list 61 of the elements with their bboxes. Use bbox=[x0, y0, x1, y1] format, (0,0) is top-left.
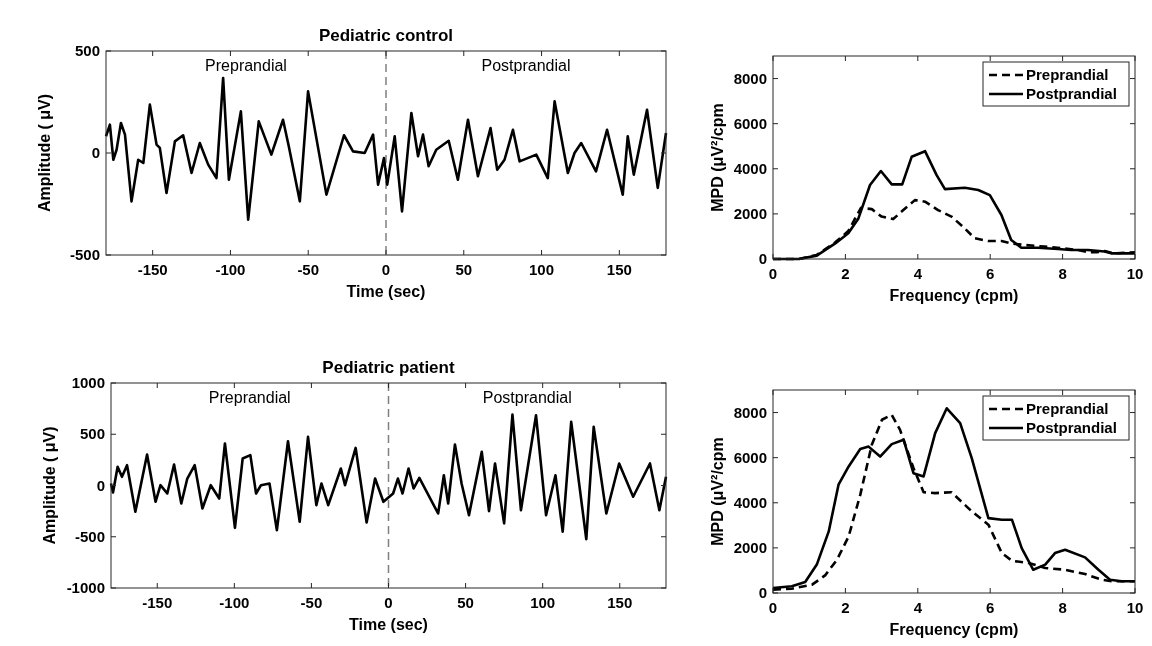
x-tick-label: 6 bbox=[986, 599, 995, 616]
x-axis-title: Time (sec) bbox=[349, 616, 428, 633]
x-axis-title: Frequency (cpm) bbox=[889, 621, 1019, 638]
annotation: Postprandial bbox=[482, 389, 572, 406]
y-tick-label: 1000 bbox=[71, 374, 105, 391]
y-axis-title: Amplitude ( μV) bbox=[36, 93, 53, 213]
legend-label: Preprandial bbox=[1026, 400, 1109, 417]
y-tick-label: 6000 bbox=[733, 114, 767, 132]
y-axis-title: MPD (μV²/cpm bbox=[709, 437, 726, 546]
x-tick-label: 6 bbox=[986, 265, 995, 282]
legend-label: Postprandial bbox=[1026, 85, 1117, 102]
y-axis-title: MPD (μV²/cpm bbox=[709, 103, 726, 212]
chart-title: Pediatric control bbox=[318, 26, 454, 45]
y-tick-label: -500 bbox=[74, 527, 105, 545]
y-tick-label: 8000 bbox=[733, 69, 767, 87]
legend-label: Postprandial bbox=[1026, 419, 1117, 436]
x-tick-label: 100 bbox=[530, 594, 556, 611]
y-tick-label: 500 bbox=[79, 425, 105, 443]
x-tick-label: 10 bbox=[1126, 599, 1144, 616]
y-tick-label: 4000 bbox=[733, 493, 767, 511]
y-tick-label: 6000 bbox=[733, 448, 767, 466]
y-tick-label: 2000 bbox=[733, 538, 767, 556]
chart-title: Pediatric patient bbox=[322, 358, 455, 377]
y-tick-label: -1000 bbox=[66, 579, 105, 596]
x-axis-title: Frequency (cpm) bbox=[889, 287, 1019, 304]
x-tick-label: 2 bbox=[841, 265, 850, 282]
annotation: Preprandial bbox=[205, 57, 287, 74]
x-tick-label: 10 bbox=[1126, 265, 1144, 282]
x-tick-label: 150 bbox=[606, 261, 632, 278]
x-tick-label: -100 bbox=[219, 594, 250, 611]
y-tick-label: 0 bbox=[758, 250, 767, 267]
x-tick-label: 50 bbox=[457, 594, 474, 611]
annotation: Postprandial bbox=[481, 57, 571, 74]
x-tick-label: 8 bbox=[1058, 599, 1067, 616]
y-tick-label: 8000 bbox=[733, 403, 767, 421]
y-tick-label: 4000 bbox=[733, 159, 767, 177]
x-tick-label: -50 bbox=[300, 594, 323, 611]
y-tick-label: 2000 bbox=[733, 204, 767, 222]
x-tick-label: 4 bbox=[913, 599, 923, 616]
y-tick-label: 500 bbox=[74, 42, 100, 59]
x-tick-label: 8 bbox=[1058, 265, 1067, 282]
x-tick-label: -50 bbox=[297, 261, 320, 278]
x-tick-label: -100 bbox=[215, 261, 246, 278]
line-series bbox=[104, 76, 668, 222]
y-tick-label: 0 bbox=[91, 144, 100, 161]
x-tick-label: -150 bbox=[142, 594, 173, 611]
legend-label: Preprandial bbox=[1026, 66, 1109, 83]
annotation: Preprandial bbox=[208, 389, 291, 406]
x-axis-title: Time (sec) bbox=[346, 283, 426, 300]
x-tick-label: 2 bbox=[841, 599, 850, 616]
y-axis-title: Amplitude ( μV) bbox=[41, 426, 58, 545]
x-tick-label: -150 bbox=[137, 261, 168, 278]
y-tick-label: -500 bbox=[69, 246, 100, 263]
x-tick-label: 0 bbox=[384, 594, 393, 611]
x-tick-label: 0 bbox=[381, 261, 391, 278]
y-tick-label: 0 bbox=[96, 476, 105, 494]
x-tick-label: 100 bbox=[529, 261, 555, 278]
x-tick-label: 50 bbox=[455, 261, 473, 278]
x-tick-label: 4 bbox=[913, 265, 923, 282]
x-tick-label: 150 bbox=[607, 594, 633, 611]
line-series bbox=[109, 413, 668, 541]
